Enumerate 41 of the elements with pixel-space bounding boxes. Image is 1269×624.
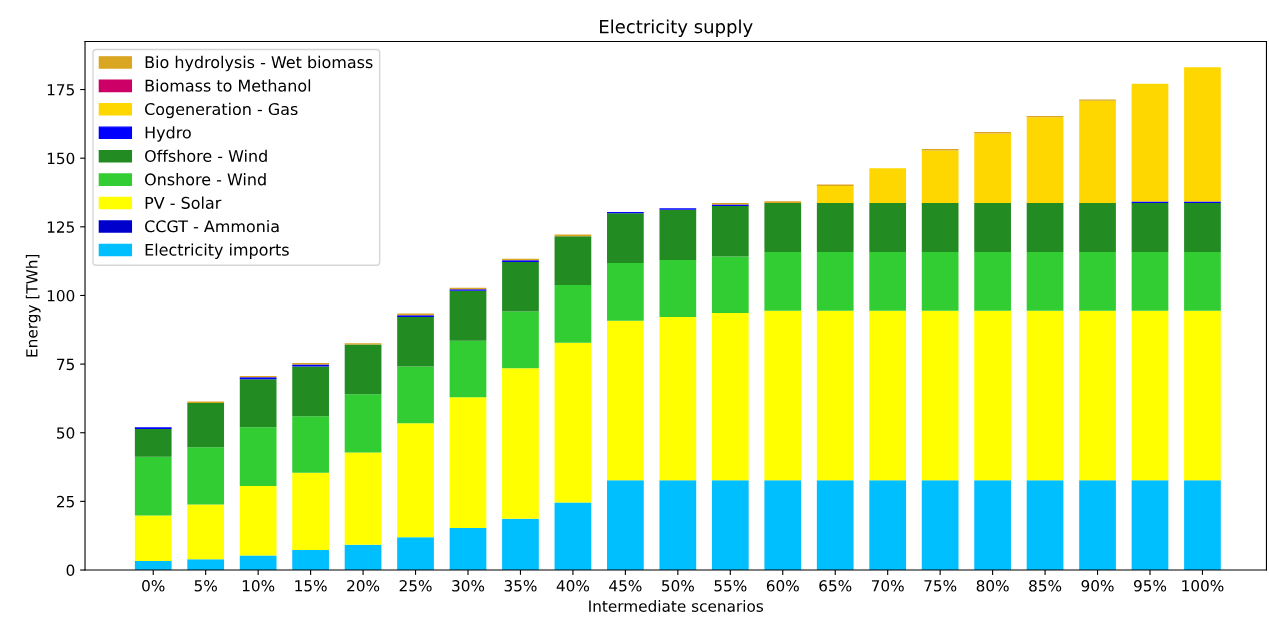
legend-label: Electricity imports: [145, 243, 289, 259]
y-tick-label: 75: [57, 358, 74, 371]
legend-label: Cogeneration - Gas: [145, 102, 298, 119]
y-tick-label: 25: [56, 495, 74, 508]
x-tick-label: 60%: [766, 580, 799, 592]
y-tick-label: 175: [47, 84, 74, 96]
legend-label: Offshore - Wind: [145, 149, 267, 163]
x-tick-label: 70%: [871, 580, 904, 592]
x-tick-label: 5%: [194, 580, 217, 592]
x-tick-label: 15%: [295, 580, 327, 592]
legend-label: Bio hydrolysis - Wet biomass: [145, 55, 373, 72]
x-tick-label: 90%: [1081, 580, 1114, 592]
x-tick-label: 100%: [1182, 580, 1224, 592]
y-tick-label: 0: [66, 564, 75, 577]
x-tick-label: 55%: [714, 580, 747, 592]
y-tick-label: 50: [57, 427, 75, 439]
x-tick-label: 45%: [609, 580, 642, 592]
x-tick-label: 20%: [347, 580, 380, 592]
x-tick-label: 75%: [924, 580, 957, 592]
x-tick-label: 50%: [662, 580, 694, 592]
x-tick-label: 0%: [142, 580, 165, 592]
x-tick-label: 80%: [976, 580, 1009, 592]
x-tick-label: 30%: [452, 580, 485, 592]
legend-label: Onshore - Wind: [145, 173, 266, 186]
legend-label: Hydro: [145, 126, 191, 142]
y-tick-label: 150: [47, 152, 75, 165]
legend-label: CCGT - Ammonia: [145, 219, 279, 233]
x-tick-label: 65%: [819, 580, 852, 592]
x-axis-title: Intermediate scenarios: [589, 600, 764, 612]
legend-label: Biomass to Methanol: [145, 79, 311, 92]
x-tick-label: 40%: [556, 580, 590, 592]
y-axis-title: Energy [TWh]: [25, 254, 41, 357]
x-tick-label: 85%: [1029, 580, 1062, 592]
y-tick-label: 100: [47, 289, 75, 302]
x-tick-label: 35%: [504, 580, 537, 592]
legend-label: PV - Solar: [145, 196, 222, 209]
x-tick-label: 95%: [1133, 580, 1167, 592]
x-tick-label: 10%: [242, 580, 275, 592]
y-tick-label: 125: [47, 221, 74, 233]
chart-title: Electricity supply: [600, 19, 753, 37]
x-tick-label: 25%: [399, 580, 432, 592]
